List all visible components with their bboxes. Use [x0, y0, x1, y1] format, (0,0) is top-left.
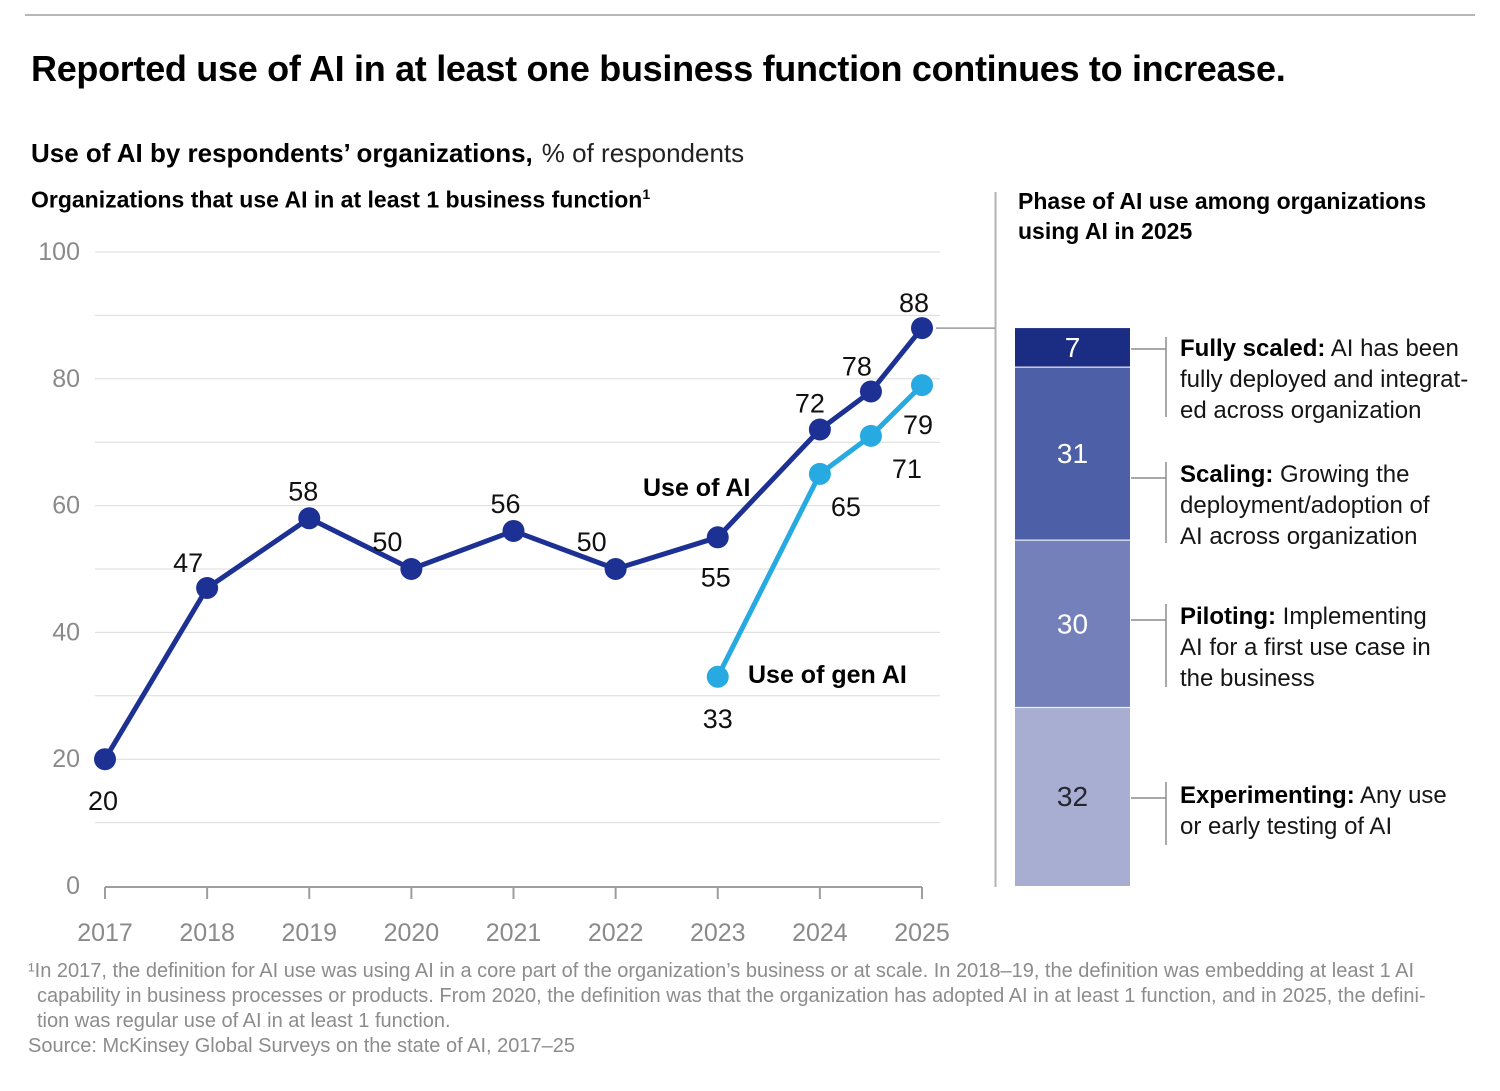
use-of-ai-point	[604, 558, 627, 580]
use-of-gen-ai-line	[715, 382, 925, 680]
data-label: 88	[899, 288, 929, 318]
y-axis-label: 0	[66, 872, 80, 900]
use-of-ai-point	[502, 519, 525, 542]
data-label: 78	[842, 351, 872, 381]
data-label: 65	[831, 492, 861, 522]
bar-value-label: 30	[1057, 608, 1088, 639]
bar-value-label: 31	[1057, 438, 1088, 469]
legend-term: Scaling:	[1180, 461, 1274, 488]
bar-chart-title: Phase of AI use among organizations usin…	[1018, 188, 1427, 244]
data-label: 50	[372, 527, 402, 557]
y-axis-label: 20	[52, 745, 80, 773]
use-of-gen-ai-series-label: Use of gen AI	[748, 661, 907, 689]
use-of-ai-point	[196, 577, 219, 600]
legend-item-scaling: Scaling: Growing the deployment/adoption …	[1180, 461, 1430, 550]
data-label: 33	[703, 704, 733, 734]
x-axis-label: 2021	[486, 919, 542, 947]
x-axis-label: 2022	[588, 919, 644, 947]
y-axis-label: 60	[52, 492, 80, 520]
legend-term: Fully scaled:	[1180, 335, 1326, 362]
data-label: 20	[88, 786, 118, 816]
use-of-gen-ai-point	[706, 665, 729, 688]
use-of-ai-point	[94, 748, 116, 771]
legend-term: Piloting:	[1180, 603, 1276, 630]
use-of-ai-point	[298, 507, 321, 530]
subtitle-unit: % of respondents	[541, 138, 745, 168]
data-label: 56	[490, 489, 520, 519]
footnote-line: ¹In 2017, the definition for AI use was …	[28, 960, 1415, 982]
y-axis-label: 40	[52, 618, 80, 646]
x-axis-label: 2017	[77, 919, 133, 947]
footnote-marker: 1	[642, 186, 651, 202]
legend-item-experimenting: Experimenting: Any use or early testing o…	[1180, 782, 1447, 840]
use-of-ai-point	[911, 317, 933, 340]
footnote-line: capability in business processes or prod…	[37, 985, 1426, 1007]
stacked-bar-segment-scaling	[1015, 367, 1130, 541]
bar-value-label: 7	[1065, 332, 1081, 363]
y-axis-label: 100	[38, 238, 80, 266]
page-title: Reported use of AI in at least one busin…	[31, 48, 1286, 89]
line-chart-title: Organizations that use AI in at least 1 …	[31, 186, 650, 214]
data-label: 79	[903, 410, 933, 440]
page-subtitle: Use of AI by respondents’ organizations,…	[31, 138, 744, 169]
y-axis-label: 80	[52, 365, 80, 393]
use-of-gen-ai-point	[911, 374, 933, 397]
x-axis-label: 2018	[179, 919, 235, 947]
stacked-bar-segment-fully-scaled	[1015, 328, 1130, 368]
subtitle-emphasis: Use of AI by respondents’ organizations,	[31, 138, 533, 168]
line-chart-title-text: Organizations that use AI in at least 1 …	[31, 186, 643, 213]
use-of-ai-point	[706, 526, 729, 549]
legend-item-piloting: Piloting: Implementing AI for a first use…	[1180, 603, 1431, 692]
use-of-ai-point	[859, 380, 882, 403]
top-divider-rule	[25, 14, 1475, 16]
x-axis-label: 2020	[384, 919, 440, 947]
use-of-ai-point	[400, 558, 423, 580]
footnote: ¹In 2017, the definition for AI use was …	[28, 959, 1426, 1059]
footnote-line: tion was regular use of AI in at least 1…	[37, 1010, 451, 1032]
use-of-gen-ai-point	[859, 424, 882, 447]
x-axis-label: 2025	[894, 919, 950, 947]
legend-item-fully-scaled: Fully scaled: AI has been fully deployed …	[1180, 335, 1469, 424]
use-of-ai-point	[808, 418, 831, 441]
data-label: 71	[892, 454, 922, 484]
x-axis-label: 2019	[281, 919, 337, 947]
source-line: Source: McKinsey Global Surveys on the s…	[28, 1035, 575, 1057]
data-label: 58	[288, 476, 318, 506]
data-label: 47	[173, 548, 203, 578]
x-axis-label: 2023	[690, 919, 746, 947]
bar-value-label: 32	[1057, 781, 1088, 812]
x-axis-label: 2024	[792, 919, 848, 947]
use-of-ai-series-label: Use of AI	[643, 474, 750, 502]
data-label: 55	[701, 562, 731, 592]
stacked-bar-segment-experimenting	[1015, 707, 1130, 886]
stacked-bar-segment-piloting	[1015, 540, 1130, 708]
legend-term: Experimenting:	[1180, 782, 1355, 809]
data-label: 50	[577, 527, 607, 557]
use-of-ai-line	[102, 325, 925, 762]
use-of-gen-ai-point	[808, 462, 831, 485]
data-label: 72	[795, 389, 825, 419]
